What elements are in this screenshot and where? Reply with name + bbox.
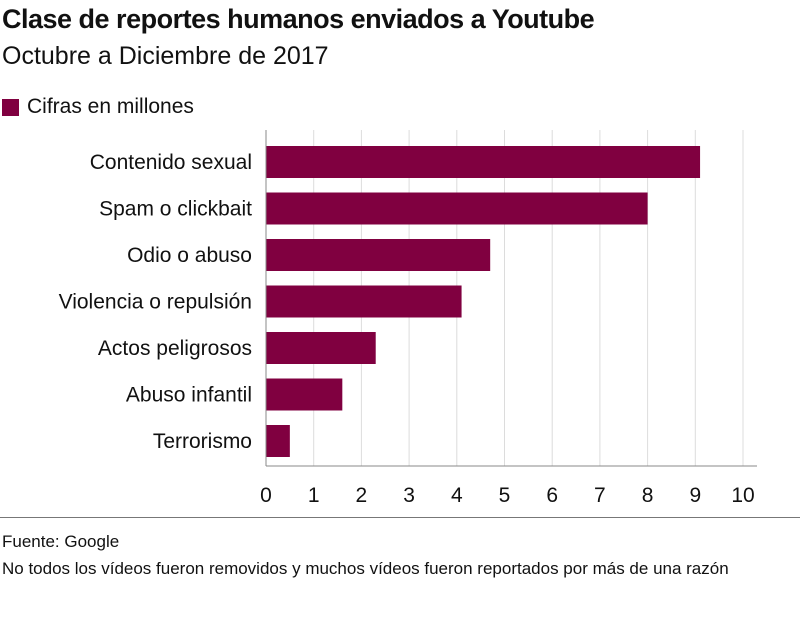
bar <box>266 239 491 271</box>
x-tick-label: 7 <box>594 484 606 507</box>
category-label: Contenido sexual <box>90 151 252 174</box>
bar <box>266 192 648 225</box>
category-label: Spam o clickbait <box>99 198 252 221</box>
bar <box>266 285 462 318</box>
category-label: Odio o abuso <box>127 244 252 267</box>
x-tick-label: 1 <box>308 484 320 507</box>
footnote-text: No todos los vídeos fueron removidos y m… <box>2 559 729 578</box>
x-tick-label: 5 <box>499 484 511 507</box>
legend: Cifras en millones <box>2 95 194 119</box>
bar-chart: Contenido sexual Spam o clickbait Odio o a… <box>59 130 757 507</box>
chart-subtitle: Octubre a Diciembre de 2017 <box>2 42 329 70</box>
chart-title: Clase de reportes humanos enviados a You… <box>2 4 595 34</box>
category-label: Actos peligrosos <box>98 337 252 360</box>
category-label: Abuso infantil <box>126 384 252 407</box>
category-label: Terrorismo <box>153 430 252 453</box>
x-tick-label: 6 <box>546 484 558 507</box>
x-tick-label: 0 <box>260 484 272 507</box>
x-tick-label: 8 <box>642 484 654 507</box>
bar <box>266 146 701 178</box>
legend-swatch <box>2 98 19 116</box>
x-tick-label: 10 <box>731 484 754 507</box>
category-label: Violencia o repulsión <box>59 291 252 314</box>
x-tick-label: 3 <box>403 484 415 507</box>
bar <box>266 425 290 457</box>
x-tick-label: 9 <box>689 484 701 507</box>
footer-divider <box>0 517 800 518</box>
source-text: Fuente: Google <box>2 532 120 551</box>
bar <box>266 332 376 364</box>
bar <box>266 378 343 411</box>
legend-label: Cifras en millones <box>27 95 194 118</box>
x-tick-label: 4 <box>451 484 463 507</box>
x-tick-label: 2 <box>356 484 368 507</box>
